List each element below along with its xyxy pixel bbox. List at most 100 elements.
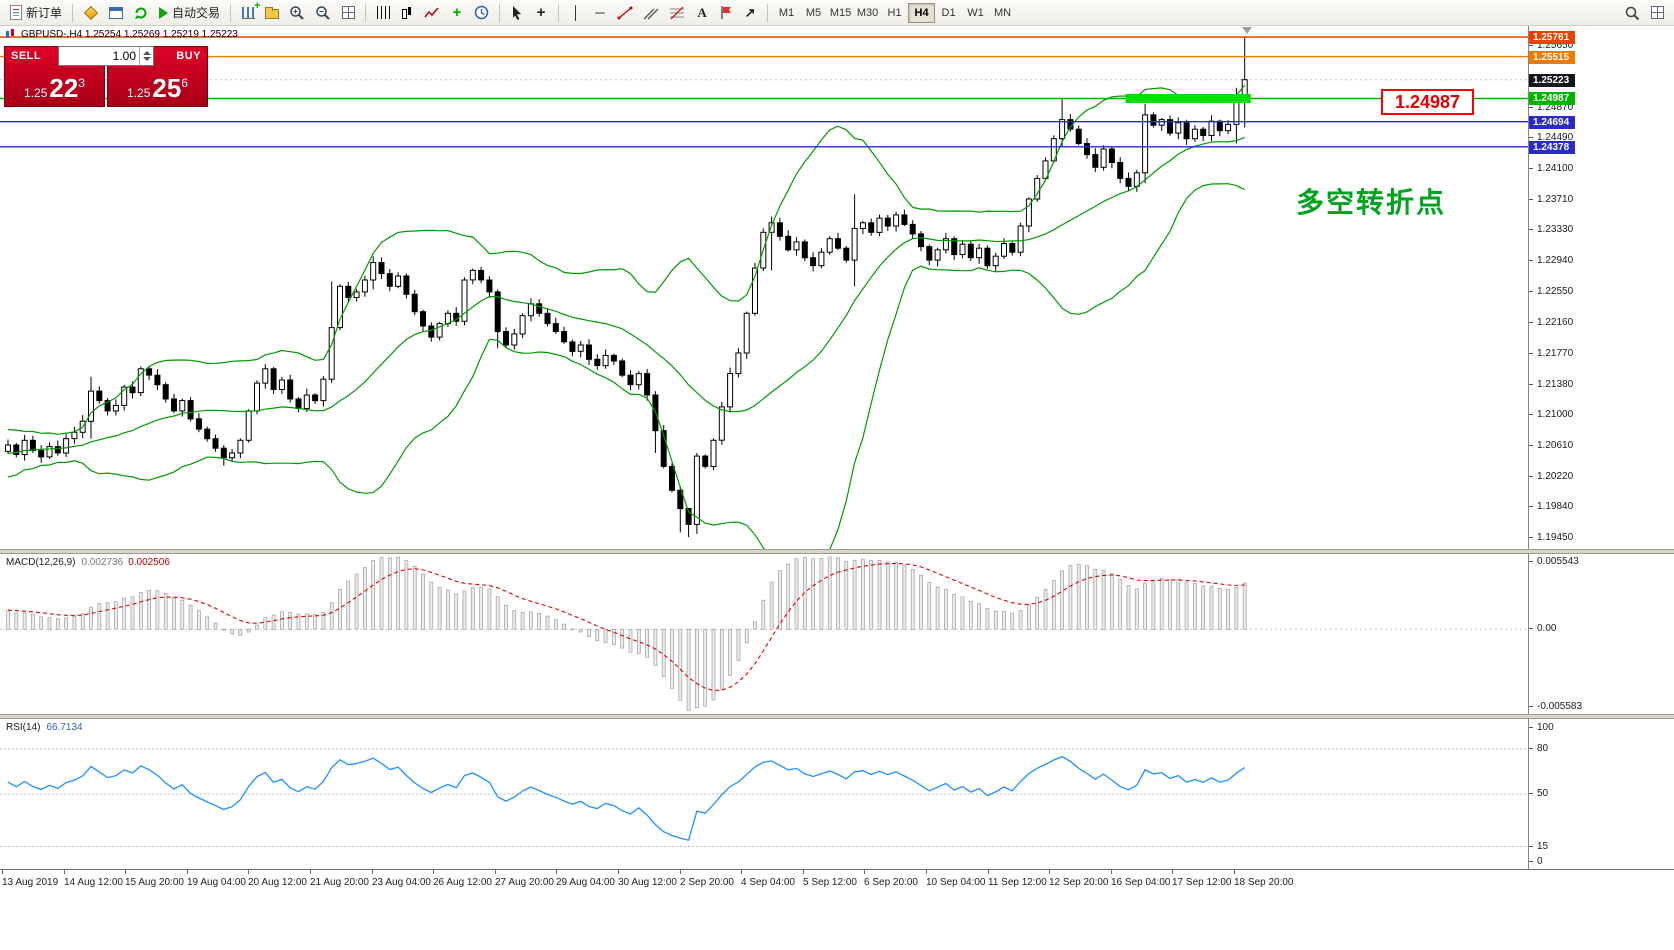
rsi-axis-value: 100 xyxy=(1529,722,1554,734)
price-tick: 1.22940 xyxy=(1529,255,1573,267)
text-tool-button[interactable]: A xyxy=(690,2,714,24)
zoom-in-icon xyxy=(290,5,304,20)
fibonacci-button[interactable] xyxy=(664,2,690,24)
vertical-line-button[interactable]: │ xyxy=(564,2,588,24)
level-price-tag[interactable]: 1.25515 xyxy=(1529,51,1575,64)
tf-d1[interactable]: D1 xyxy=(935,3,962,23)
horizontal-line-button[interactable]: ─ xyxy=(588,2,612,24)
chart-window[interactable]: GBPUSD-,H4 1.25254 1.25269 1.25219 1.252… xyxy=(0,26,1528,549)
cursor-button[interactable] xyxy=(505,2,529,24)
spinner-up-icon[interactable] xyxy=(142,51,151,55)
profiles-button[interactable] xyxy=(260,2,284,24)
level-price-tag[interactable]: 1.24694 xyxy=(1529,116,1575,129)
market-watch-icon xyxy=(83,5,99,20)
time-tick xyxy=(618,870,619,874)
search-button[interactable] xyxy=(1619,2,1645,24)
time-tick xyxy=(556,870,557,874)
price-tick: 1.25650 xyxy=(1529,40,1573,52)
time-tick xyxy=(988,870,989,874)
level-price-tag[interactable]: 1.24987 xyxy=(1529,92,1575,105)
toolbar-separator xyxy=(558,3,560,22)
tf-mn[interactable]: MN xyxy=(989,3,1016,23)
toolbar-separator xyxy=(230,3,232,22)
time-label: 15 Aug 20:00 xyxy=(125,877,184,888)
tf-m1[interactable]: M1 xyxy=(773,3,800,23)
market-watch-button[interactable] xyxy=(78,2,104,24)
channel-button[interactable] xyxy=(638,2,664,24)
new-order-icon xyxy=(10,5,22,20)
price-callout-label[interactable]: 1.24987 xyxy=(1381,89,1474,115)
one-click-trading-panel: SELL 1.25223 BUY 1.25256 xyxy=(4,46,208,107)
periods-button[interactable] xyxy=(469,2,494,24)
spinner-down-icon[interactable] xyxy=(142,57,151,61)
time-label: 10 Sep 04:00 xyxy=(926,877,986,888)
indicators-button[interactable]: + xyxy=(445,2,469,24)
label-tool-button[interactable] xyxy=(714,2,738,24)
price-tick: 1.23330 xyxy=(1529,224,1573,236)
arrows-tool-button[interactable]: ↗ xyxy=(738,2,762,24)
level-price-tag[interactable]: 1.24378 xyxy=(1529,141,1575,154)
new-chart-button[interactable] xyxy=(236,0,261,24)
buy-label: BUY xyxy=(176,50,201,62)
tile-windows-button[interactable] xyxy=(336,2,360,24)
time-label: 5 Sep 12:00 xyxy=(803,877,857,888)
time-tick xyxy=(864,870,865,874)
new-order-label: 新订单 xyxy=(26,6,63,20)
refresh-icon xyxy=(135,6,147,19)
fibonacci-icon xyxy=(670,6,685,19)
navigator-button[interactable] xyxy=(128,2,154,24)
sell-button[interactable]: SELL 1.25223 xyxy=(4,46,105,107)
sell-label: SELL xyxy=(11,50,42,62)
macd-label: MACD(12,26,9) 0.002736 0.002506 xyxy=(6,557,170,568)
price-tick: 1.21000 xyxy=(1529,409,1573,421)
time-tick xyxy=(741,870,742,874)
time-tick xyxy=(433,870,434,874)
trendline-button[interactable] xyxy=(612,2,638,24)
time-label: 30 Aug 12:00 xyxy=(618,877,677,888)
rsi-panel-canvas[interactable] xyxy=(0,719,1528,869)
time-label: 26 Aug 12:00 xyxy=(433,877,492,888)
price-tick: 1.21380 xyxy=(1529,379,1573,391)
tf-m5[interactable]: M5 xyxy=(800,3,827,23)
tf-m30[interactable]: M30 xyxy=(854,3,881,23)
time-axis[interactable]: 13 Aug 2019 14 Aug 12:00 15 Aug 20:00 19 Au… xyxy=(0,869,1674,894)
volume-spinner[interactable] xyxy=(139,47,153,65)
chart-candles-button[interactable] xyxy=(395,2,419,24)
panel-divider[interactable] xyxy=(0,549,1674,554)
zoom-in-button[interactable] xyxy=(284,2,310,24)
main-chart-canvas[interactable] xyxy=(0,26,1528,549)
zoom-out-button[interactable] xyxy=(310,2,336,24)
volume-input[interactable] xyxy=(59,49,139,63)
macd-axis-min: -0.005583 xyxy=(1529,701,1582,713)
time-tick xyxy=(803,870,804,874)
autotrading-button[interactable]: 自动交易 xyxy=(154,2,225,24)
symbol-chart-icon xyxy=(5,29,16,40)
chart-note-text[interactable]: 多空转折点 xyxy=(1296,187,1447,218)
data-window-button[interactable] xyxy=(104,2,128,24)
price-axis[interactable]: 1.25650 1.24870 1.24490 1.24100 1.23710 1.233… xyxy=(1528,26,1674,869)
arrow-icon: ↗ xyxy=(744,5,756,20)
layouts-button[interactable] xyxy=(1645,2,1669,24)
panel-divider[interactable] xyxy=(0,714,1674,719)
time-label: 29 Aug 04:00 xyxy=(556,877,615,888)
time-label: 13 Aug 2019 xyxy=(2,877,59,888)
time-label: 14 Aug 12:00 xyxy=(64,877,123,888)
time-tick xyxy=(1172,870,1173,874)
level-price-tag[interactable]: 1.25761 xyxy=(1529,31,1575,44)
time-tick xyxy=(310,870,311,874)
price-tick: 1.19840 xyxy=(1529,501,1573,513)
new-order-button[interactable]: 新订单 xyxy=(5,2,67,24)
time-label: 27 Aug 20:00 xyxy=(495,877,554,888)
time-tick xyxy=(495,870,496,874)
chart-shift-marker[interactable] xyxy=(1242,27,1252,39)
tf-h4[interactable]: H4 xyxy=(908,2,936,23)
tf-m15[interactable]: M15 xyxy=(827,3,854,23)
time-label: 17 Sep 12:00 xyxy=(1172,877,1232,888)
data-window-icon xyxy=(109,6,124,19)
crosshair-button[interactable]: + xyxy=(529,2,553,24)
chart-line-button[interactable] xyxy=(419,2,445,24)
tf-h1[interactable]: H1 xyxy=(881,3,908,23)
macd-panel-canvas[interactable] xyxy=(0,554,1528,714)
chart-bars-button[interactable] xyxy=(371,2,395,24)
tf-w1[interactable]: W1 xyxy=(962,3,989,23)
